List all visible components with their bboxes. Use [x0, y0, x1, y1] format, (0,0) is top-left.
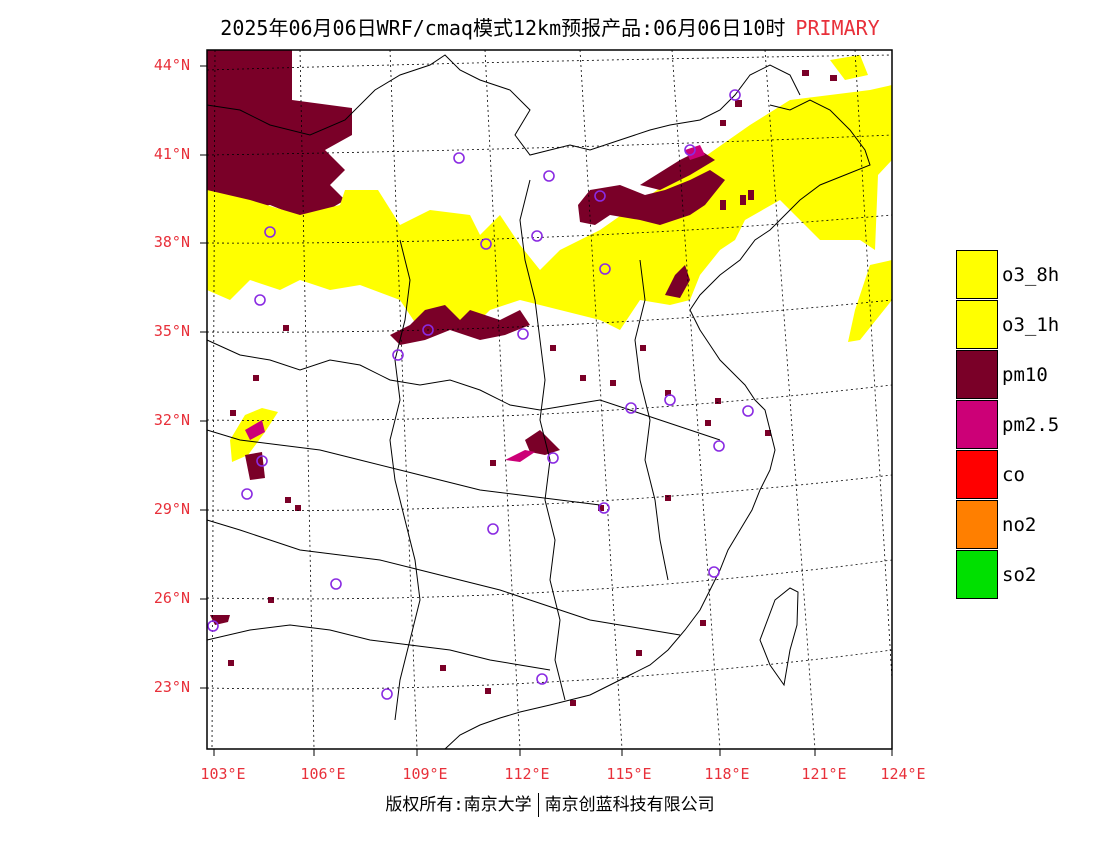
lon-label-124e: 124°E [880, 765, 926, 783]
northern-border [206, 54, 801, 156]
meridian-103e [211, 49, 216, 750]
legend-swatch-no2 [956, 500, 998, 549]
pm10-northwest-blob [207, 50, 352, 215]
title-text: 2025年06月06日WRF/cmaq模式12km预报产品:06月06日10时 [220, 16, 786, 40]
copyright-right: 南京创蓝科技有限公司 [544, 795, 715, 815]
meridian-124e [854, 49, 893, 681]
lat-label-26n: 26°N [153, 589, 190, 607]
copyright-left: 版权所有:南京大学 [385, 795, 532, 815]
lat-label-41n: 41°N [153, 145, 190, 163]
lat-label-38n: 38°N [153, 233, 190, 251]
legend-label-no2: no2 [1002, 514, 1037, 536]
meridian-106e [299, 49, 315, 750]
pm10-central-belt [390, 305, 530, 345]
coastline [444, 99, 871, 750]
legend-swatch-o3-8h [956, 250, 998, 299]
pm10-northeast-patch [640, 150, 715, 190]
meridian-118e [671, 49, 721, 750]
pm10-sichuan-patch [245, 452, 265, 480]
primary-tag: PRIMARY [795, 16, 880, 40]
legend-label-o3-8h: o3_8h [1002, 264, 1060, 286]
legend-swatch-so2 [956, 550, 998, 599]
lat-label-44n: 44°N [153, 56, 190, 74]
province-line-c [389, 239, 421, 721]
map-title: 2025年06月06日WRF/cmaq模式12km预报产品:06月06日10时 P… [0, 12, 1100, 41]
legend-label-so2: so2 [1002, 564, 1037, 586]
lat-label-23n: 23°N [153, 678, 190, 696]
pm10-scattered-cells [228, 70, 837, 706]
legend-label-pm10: pm10 [1002, 364, 1048, 386]
copyright-footer: 版权所有:南京大学 南京创蓝科技有限公司 [0, 790, 1100, 817]
taiwan-island [759, 587, 799, 687]
lon-label-121e: 121°E [801, 765, 847, 783]
lat-label-32n: 32°N [153, 411, 190, 429]
lon-label-115e: 115°E [606, 765, 652, 783]
map-frame [206, 49, 893, 750]
province-line-e [634, 259, 669, 581]
lon-label-103e: 103°E [200, 765, 246, 783]
pm25-patch-central [505, 450, 535, 462]
meridian-109e [389, 49, 418, 750]
lon-label-112e: 112°E [504, 765, 550, 783]
meridian-115e [579, 49, 623, 750]
pm10-wuhan-patch [525, 430, 560, 455]
pm25-patch-sichuan [245, 420, 265, 440]
lat-label-29n: 29°N [153, 500, 190, 518]
province-line-f [206, 429, 601, 506]
station-markers [207, 89, 754, 700]
boundary-lines [206, 54, 871, 750]
legend-swatch-o3-1h [956, 300, 998, 349]
legend-label-co: co [1002, 464, 1025, 486]
pm10-yunnan-patch [210, 615, 230, 625]
lon-label-109e: 109°E [402, 765, 448, 783]
legend-label-pm25: pm2.5 [1002, 414, 1060, 436]
lon-label-106e: 106°E [300, 765, 346, 783]
pm10-east-coast-strip [665, 265, 690, 298]
pm10-north-belt [578, 170, 725, 225]
footer-separator [537, 793, 539, 817]
legend-label-o3-1h: o3_1h [1002, 314, 1060, 336]
province-line-d [519, 179, 566, 701]
meridian-121e [764, 49, 816, 750]
o3-northeast-coast [830, 55, 868, 80]
legend-swatch-pm10 [956, 350, 998, 399]
legend-swatch-co [956, 450, 998, 499]
lat-label-35n: 35°N [153, 322, 190, 340]
axis-ticks [200, 65, 893, 756]
o3-main-belt [207, 85, 892, 330]
province-line-b [206, 519, 681, 636]
province-line-g [206, 624, 551, 671]
meridian-112e [484, 49, 521, 750]
graticule [206, 49, 893, 750]
lon-label-118e: 118°E [704, 765, 750, 783]
legend-swatch-pm25 [956, 400, 998, 449]
